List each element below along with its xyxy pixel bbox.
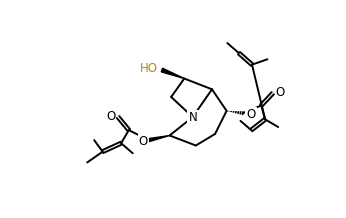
Text: O: O [275,86,284,99]
Text: HO: HO [140,62,158,75]
Text: O: O [107,110,116,123]
Text: O: O [139,135,148,148]
Polygon shape [161,68,184,78]
Text: O: O [247,108,256,121]
Polygon shape [148,136,170,142]
Text: N: N [189,111,198,124]
